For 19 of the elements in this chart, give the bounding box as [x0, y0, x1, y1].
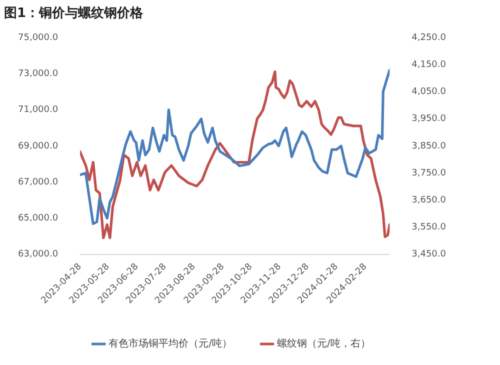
- y2-tick-label: 3,750.0: [412, 168, 446, 178]
- y2-tick-label: 4,250.0: [412, 32, 446, 43]
- y2-tick-label: 3,550.0: [412, 222, 446, 233]
- y-tick-label: 71,000.0: [18, 105, 58, 116]
- y-tick-label: 73,000.0: [18, 69, 58, 80]
- y2-tick-label: 3,450.0: [412, 250, 446, 260]
- y2-tick-label: 4,150.0: [412, 60, 446, 70]
- y-tick-label: 65,000.0: [18, 214, 58, 224]
- y-tick-label: 67,000.0: [18, 177, 58, 188]
- y2-tick-label: 3,650.0: [412, 196, 446, 206]
- legend-label: 螺纹钢（元/吨，右）: [277, 338, 370, 350]
- y-tick-label: 63,000.0: [18, 250, 58, 260]
- y-tick-label: 69,000.0: [18, 141, 58, 152]
- y2-tick-label: 3,950.0: [412, 114, 446, 124]
- y2-tick-label: 4,050.0: [412, 87, 446, 98]
- chart-title: 图1：铜价与螺纹钢价格: [4, 5, 144, 22]
- legend-label: 有色市场铜平均价（元/吨）: [108, 338, 232, 350]
- y-tick-label: 75,000.0: [18, 32, 58, 43]
- y2-tick-label: 3,850.0: [412, 141, 446, 152]
